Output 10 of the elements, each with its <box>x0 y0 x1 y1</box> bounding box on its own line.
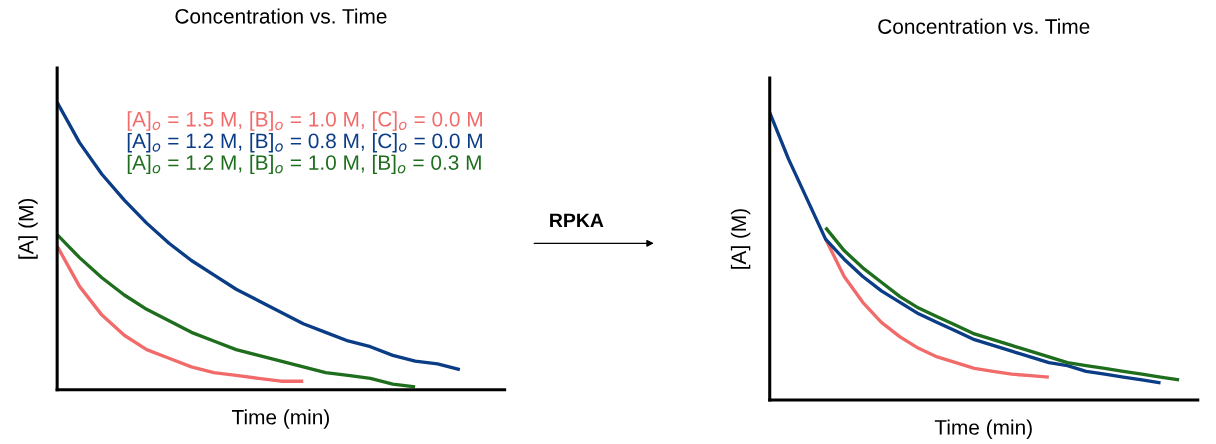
text: [A]$_{o}$ = 1.2 M, [B]$_{o}$ = 1.0 M, [B]$_{o}$ = 0.3 M <box>127 154 481 175</box>
text: RPKA <box>550 213 604 228</box>
series-label: [A]$_{o}$ = 1.2 M, [B]$_{o}$ = 0.8 M, [C]$_{o}$ = 0.0 M <box>127 132 482 153</box>
x-axis-title: Time (min) <box>934 419 1032 439</box>
chart-title: Concentration vs. Time <box>878 18 1090 34</box>
chart-title: Concentration vs. Time <box>175 8 387 24</box>
y-axis-title: [A] (M) <box>18 198 38 259</box>
y-axis-title: [A] (M) <box>730 209 751 269</box>
x-axis-title: Time (min) <box>231 409 329 429</box>
text: [A]$_{o}$ = 1.5 M, [B]$_{o}$ = 1.0 M, [C]$_{o}$ = 0.0 M <box>127 111 482 131</box>
